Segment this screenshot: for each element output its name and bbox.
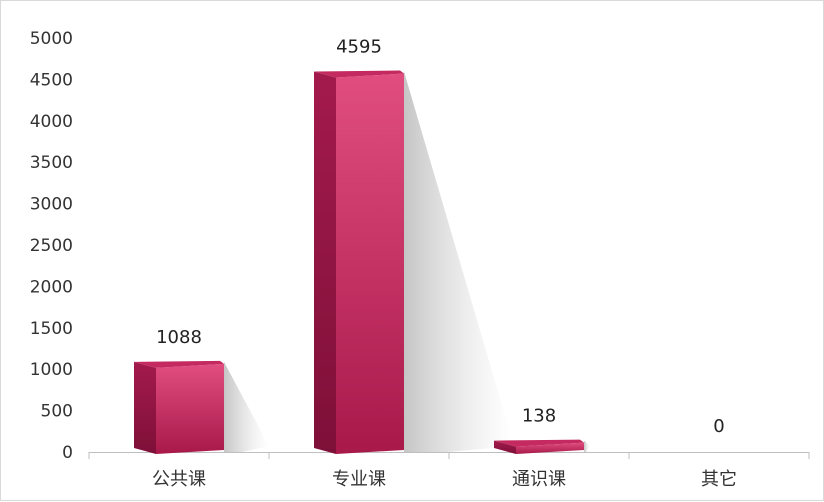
y-tick-label: 3000 (30, 195, 73, 215)
bar-shadow (404, 72, 514, 452)
y-tick-label: 4500 (30, 70, 73, 90)
data-label: 138 (522, 406, 556, 427)
data-label: 1088 (156, 327, 202, 348)
y-tick-label: 2500 (30, 236, 73, 256)
y-tick-label: 0 (62, 443, 73, 463)
bar-shadow (224, 362, 269, 452)
y-tick-label: 3500 (30, 153, 73, 173)
y-tick-label: 1000 (30, 360, 73, 380)
x-category-label: 专业课 (332, 469, 386, 490)
bars (134, 71, 584, 454)
data-label: 0 (713, 416, 724, 437)
y-tick-label: 500 (41, 402, 73, 422)
bar-side-face (314, 72, 336, 454)
y-tick-label: 4000 (30, 112, 73, 132)
bar-side-face (134, 362, 156, 454)
x-category-label: 公共课 (152, 469, 206, 490)
x-category-label: 其它 (701, 469, 737, 490)
y-tick-label: 5000 (30, 29, 73, 49)
data-label: 4595 (336, 37, 382, 58)
axes (89, 452, 809, 459)
bar (156, 364, 224, 454)
y-tick-label: 1500 (30, 319, 73, 339)
bar-shadows (224, 72, 590, 452)
x-category-label: 通识课 (512, 469, 566, 490)
bar (336, 74, 404, 454)
y-tick-label: 2000 (30, 277, 73, 297)
bar-shadow (584, 441, 590, 452)
